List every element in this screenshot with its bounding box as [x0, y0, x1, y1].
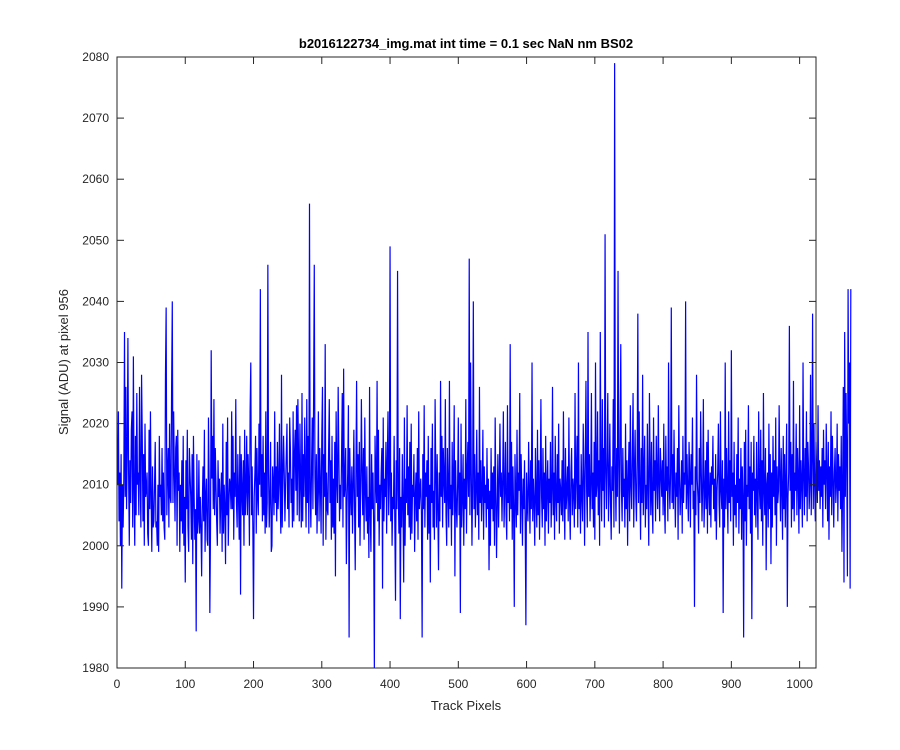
x-tick-label: 1000 [786, 677, 813, 691]
x-tick-label: 800 [653, 677, 673, 691]
series-layer [117, 63, 852, 669]
ticks-layer: 0 100 200 300 400 500 600 700 800 900 1000 1980 1990… [82, 50, 816, 691]
x-tick-label: 600 [517, 677, 537, 691]
y-tick-label: 2050 [82, 233, 109, 247]
y-axis-title: Signal (ADU) at pixel 956 [56, 289, 71, 435]
x-tick-label: 700 [585, 677, 605, 691]
x-tick-label: 0 [114, 677, 121, 691]
y-tick-label: 2000 [82, 539, 109, 553]
x-tick-label: 300 [312, 677, 332, 691]
y-tick-label: 2020 [82, 417, 109, 431]
plot-area [117, 57, 816, 668]
x-axis-title: Track Pixels [431, 698, 502, 713]
y-tick-label: 1980 [82, 661, 109, 675]
x-tick-label: 200 [244, 677, 264, 691]
y-tick-label: 2010 [82, 478, 109, 492]
x-tick-label: 500 [448, 677, 468, 691]
chart-title: b2016122734_img.mat int time = 0.1 sec N… [299, 36, 633, 51]
x-tick-label: 900 [721, 677, 741, 691]
y-tick-label: 2040 [82, 294, 109, 308]
y-tick-label: 1990 [82, 600, 109, 614]
y-tick-label: 2080 [82, 50, 109, 64]
y-tick-label: 2070 [82, 111, 109, 125]
series-line-0 [117, 63, 852, 669]
x-tick-label: 400 [380, 677, 400, 691]
y-tick-label: 2060 [82, 172, 109, 186]
x-tick-label: 100 [175, 677, 195, 691]
y-tick-label: 2030 [82, 356, 109, 370]
